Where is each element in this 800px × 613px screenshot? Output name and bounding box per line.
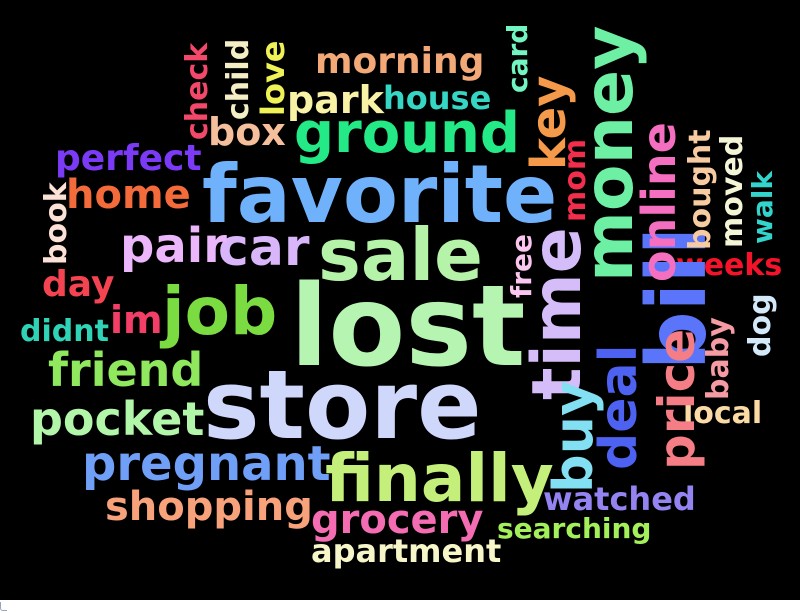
resize-corner-mark (0, 602, 7, 611)
word-money: money (570, 26, 649, 282)
word-watched: watched (543, 480, 696, 518)
word-store: store (203, 351, 482, 461)
word-pregnant: pregnant (82, 436, 331, 492)
word-card: card (501, 24, 534, 93)
word-car: car (218, 218, 310, 278)
word-im: im (110, 298, 163, 342)
word-book: book (39, 181, 74, 265)
word-searching: searching (497, 512, 651, 545)
word-check: check (180, 42, 215, 140)
word-free: free (505, 234, 538, 298)
word-cloud: lost store favorite sale job finally gro… (0, 0, 800, 600)
word-bill: bill (630, 227, 725, 370)
word-buy: buy (542, 381, 605, 493)
word-job: job (159, 273, 277, 350)
word-home: home (66, 172, 191, 218)
word-moved: moved (715, 135, 750, 248)
word-didnt: didnt (20, 314, 109, 349)
word-park: park (287, 78, 385, 122)
word-price: price (648, 329, 706, 470)
word-day: day (42, 264, 114, 305)
word-favorite: favorite (202, 148, 557, 241)
word-pocket: pocket (30, 392, 204, 446)
word-cloud-svg: lost store favorite sale job finally gro… (20, 24, 782, 570)
word-deal: deal (589, 345, 649, 470)
word-dog: dog (743, 293, 778, 357)
word-mom: mom (558, 139, 593, 222)
word-friend: friend (48, 343, 203, 397)
word-pair: pair (120, 218, 227, 274)
word-key: key (521, 76, 577, 170)
word-sale: sale (318, 213, 483, 297)
word-grocery: grocery (311, 497, 483, 543)
word-apartment: apartment (311, 532, 501, 570)
word-baby: baby (701, 317, 736, 400)
word-child: child (221, 39, 256, 120)
word-finally: finally (325, 440, 554, 517)
word-perfect: perfect (55, 138, 202, 179)
word-love: love (254, 40, 292, 116)
word-bought: bought (683, 129, 718, 250)
word-ground: ground (294, 101, 520, 166)
word-house: house (383, 79, 491, 117)
word-box: box (208, 110, 286, 154)
word-time: time (518, 227, 597, 400)
word-lost: lost (290, 262, 526, 392)
word-weeks: weeks (676, 248, 782, 283)
word-shopping: shopping (105, 484, 313, 530)
word-local: local (683, 396, 762, 431)
word-online: online (632, 122, 686, 282)
word-morning: morning (315, 41, 484, 82)
word-walk: walk (746, 170, 779, 244)
